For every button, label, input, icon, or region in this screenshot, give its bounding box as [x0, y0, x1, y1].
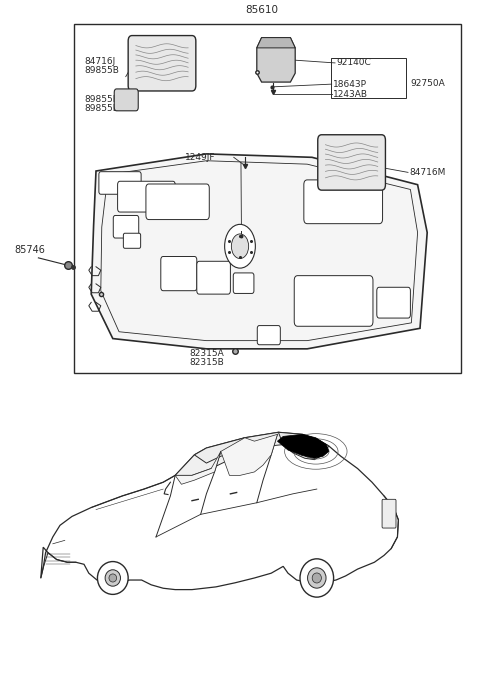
Text: 1243AB: 1243AB: [333, 90, 368, 99]
Polygon shape: [257, 38, 295, 48]
FancyBboxPatch shape: [118, 181, 175, 212]
FancyBboxPatch shape: [113, 215, 139, 238]
FancyBboxPatch shape: [233, 273, 254, 293]
Text: 85610: 85610: [245, 5, 278, 15]
Ellipse shape: [300, 559, 334, 597]
Text: 84716J: 84716J: [84, 57, 115, 66]
Text: 1249JF: 1249JF: [185, 153, 216, 162]
Text: 18643P: 18643P: [333, 79, 367, 89]
Circle shape: [225, 224, 255, 268]
FancyBboxPatch shape: [318, 135, 385, 190]
Polygon shape: [41, 432, 398, 590]
Polygon shape: [175, 438, 245, 475]
Text: 89855B: 89855B: [84, 103, 119, 113]
Text: 92140C: 92140C: [336, 58, 371, 68]
FancyBboxPatch shape: [123, 233, 141, 248]
Polygon shape: [277, 434, 329, 458]
Bar: [74, 24, 461, 373]
FancyBboxPatch shape: [257, 326, 280, 345]
FancyBboxPatch shape: [294, 276, 373, 326]
Ellipse shape: [105, 570, 120, 586]
Ellipse shape: [97, 562, 128, 594]
Polygon shape: [278, 432, 329, 460]
Polygon shape: [175, 451, 221, 484]
Polygon shape: [257, 38, 295, 82]
Ellipse shape: [109, 574, 117, 582]
FancyBboxPatch shape: [304, 180, 383, 224]
Polygon shape: [91, 154, 427, 349]
Ellipse shape: [308, 568, 326, 588]
Text: 82315A: 82315A: [189, 349, 224, 358]
Text: 89855B: 89855B: [84, 94, 119, 104]
Circle shape: [231, 234, 249, 259]
Text: 84716M: 84716M: [409, 168, 445, 177]
FancyBboxPatch shape: [146, 184, 209, 220]
Text: 85746: 85746: [14, 245, 45, 254]
FancyBboxPatch shape: [377, 287, 410, 318]
FancyBboxPatch shape: [161, 256, 197, 291]
FancyBboxPatch shape: [128, 36, 196, 91]
FancyBboxPatch shape: [382, 499, 396, 528]
Text: 92750A: 92750A: [410, 79, 445, 88]
FancyBboxPatch shape: [114, 89, 138, 111]
Text: 82315B: 82315B: [189, 358, 224, 367]
Polygon shape: [221, 434, 277, 475]
Text: 89855B: 89855B: [84, 66, 119, 75]
FancyBboxPatch shape: [197, 261, 230, 294]
Ellipse shape: [312, 573, 322, 583]
FancyBboxPatch shape: [99, 172, 141, 194]
Polygon shape: [194, 432, 317, 463]
